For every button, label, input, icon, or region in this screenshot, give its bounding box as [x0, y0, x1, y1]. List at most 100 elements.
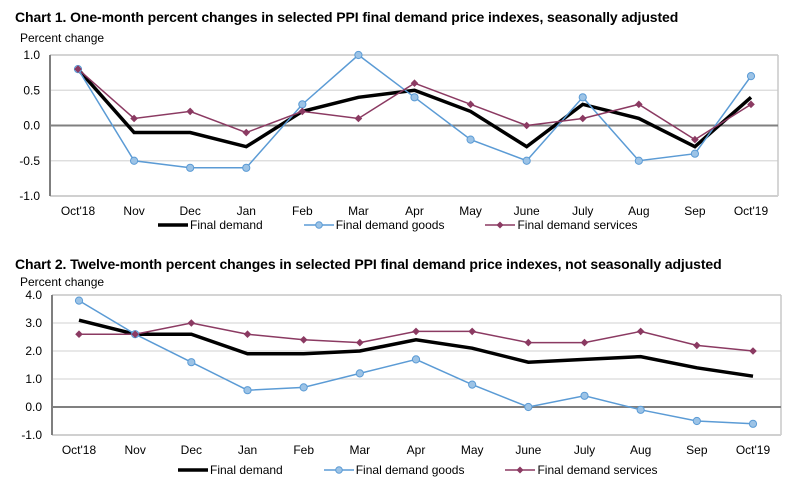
data-point-final-demand-goods [411, 355, 421, 364]
legend-swatch-final-demand [158, 223, 188, 227]
x-tick-label: July [572, 204, 593, 218]
data-point-final-demand-goods [186, 163, 195, 172]
x-tick-label: Apr [407, 443, 426, 457]
data-point-final-demand-goods [692, 416, 701, 426]
data-point-final-demand-services [578, 114, 587, 123]
data-point-final-demand-services [242, 128, 251, 137]
legend-label: Final demand services [537, 463, 658, 477]
data-point-final-demand-goods [468, 380, 477, 389]
legend-swatch-final-demand-goods [323, 466, 354, 474]
data-point-final-demand-services [468, 327, 476, 336]
data-point-final-demand-goods [578, 93, 587, 102]
x-tick-label: June [514, 204, 540, 218]
data-point-final-demand-goods [187, 358, 196, 367]
x-tick-label: Nov [123, 204, 144, 218]
data-point-final-demand-goods [746, 72, 756, 81]
legend-item-final-demand-goods: Final demand goods [303, 218, 445, 232]
legend-swatch-final-demand-goods [303, 221, 334, 229]
x-tick-label: Oct'18 [62, 443, 97, 457]
data-point-final-demand-services [243, 330, 252, 338]
x-tick-label: Nov [124, 443, 145, 457]
x-tick-label: Sep [686, 443, 708, 457]
y-tick-label: 2.0 [25, 344, 42, 358]
data-point-final-demand-services [749, 347, 757, 355]
chart2-legend: Final demand Final demand goods Final dema… [177, 463, 658, 477]
data-point-final-demand-services [747, 100, 755, 109]
data-point-final-demand-goods [690, 149, 700, 158]
legend-swatch-final-demand-services [485, 221, 516, 229]
data-point-final-demand-services [691, 135, 699, 144]
legend-label: Final demand goods [335, 218, 445, 232]
x-tick-label: May [459, 204, 482, 218]
data-point-final-demand-services [412, 327, 420, 336]
chart2-title: Chart 2. Twelve-month percent changes in… [15, 256, 722, 272]
series-line-final-demand [76, 67, 753, 149]
x-tick-label: Sep [684, 204, 706, 218]
data-point-final-demand-services [187, 319, 196, 327]
x-tick-label: Jan [237, 204, 256, 218]
legend-item-final-demand: Final demand [177, 463, 283, 477]
legend-label: Final demand [210, 463, 283, 477]
x-tick-label: Dec [181, 443, 202, 457]
data-point-final-demand-goods [74, 296, 84, 305]
data-point-final-demand-services [693, 341, 701, 350]
legend-item-final-demand-goods: Final demand goods [323, 463, 465, 477]
data-point-final-demand-services [524, 338, 533, 347]
data-point-final-demand-goods [129, 156, 139, 165]
x-tick-label: Mar [349, 443, 370, 457]
legend-label: Final demand services [517, 218, 638, 232]
x-tick-label: Feb [292, 204, 313, 218]
x-tick-label: Aug [628, 204, 649, 218]
data-point-final-demand-goods [580, 391, 589, 400]
legend-marker [516, 466, 524, 474]
y-tick-label: -1.0 [19, 189, 40, 203]
data-point-final-demand-services [186, 107, 194, 116]
series-line-final-demand-services [79, 322, 754, 352]
data-point-final-demand-services [522, 121, 531, 130]
data-point-final-demand-goods [355, 369, 364, 378]
chart1-ylabel: Percent change [20, 31, 105, 45]
chart1-legend: Final demand Final demand goods Final dema… [157, 218, 638, 232]
data-point-final-demand-services [74, 65, 82, 73]
y-tick-label: 3.0 [25, 316, 42, 330]
x-tick-label: Aug [630, 443, 651, 457]
legend-item-final-demand: Final demand [157, 218, 263, 232]
data-point-final-demand-services [356, 338, 364, 347]
y-tick-label: 1.0 [23, 48, 40, 62]
x-tick-label: Oct'19 [734, 204, 769, 218]
data-point-final-demand-services [580, 338, 589, 347]
y-tick-label: 0.0 [25, 400, 42, 414]
data-point-final-demand-goods [634, 156, 643, 165]
y-tick-label: 0.5 [23, 83, 40, 97]
x-tick-label: Mar [348, 204, 369, 218]
legend-label: Final demand goods [355, 463, 465, 477]
data-point-final-demand-services [298, 107, 307, 116]
data-point-final-demand-services [75, 330, 83, 338]
data-point-final-demand-goods [299, 383, 308, 392]
data-point-final-demand-goods [636, 405, 645, 414]
data-point-final-demand-services [636, 327, 645, 336]
legend-item-final-demand-services: Final demand services [504, 463, 658, 477]
data-point-final-demand-services [635, 100, 643, 109]
y-tick-label: 0.0 [23, 119, 40, 133]
legend-item-final-demand-services: Final demand services [484, 218, 638, 232]
legend-marker [496, 221, 504, 229]
y-tick-label: -0.5 [19, 154, 40, 168]
data-point-final-demand-goods [522, 156, 531, 165]
data-point-final-demand-goods [466, 135, 475, 144]
data-point-final-demand-services [130, 114, 138, 123]
y-tick-label: -1.0 [21, 428, 42, 442]
x-tick-label: Dec [179, 204, 200, 218]
x-tick-label: Jan [238, 443, 257, 457]
data-point-final-demand-services [410, 79, 419, 87]
data-point-final-demand-goods [354, 50, 363, 60]
chart1-plot: 1.0 0.5 0.0 -0.5 -1.0 Oct'18 Nov Dec Jan Feb Mar Ap… [19, 48, 779, 218]
x-tick-label: Oct'18 [61, 204, 96, 218]
x-tick-label: May [461, 443, 484, 457]
series-line-final-demand [78, 318, 754, 378]
y-tick-label: 1.0 [25, 372, 42, 386]
data-point-final-demand-services [466, 100, 475, 109]
legend-marker [334, 466, 343, 474]
chart2-ylabel: Percent change [20, 275, 105, 289]
